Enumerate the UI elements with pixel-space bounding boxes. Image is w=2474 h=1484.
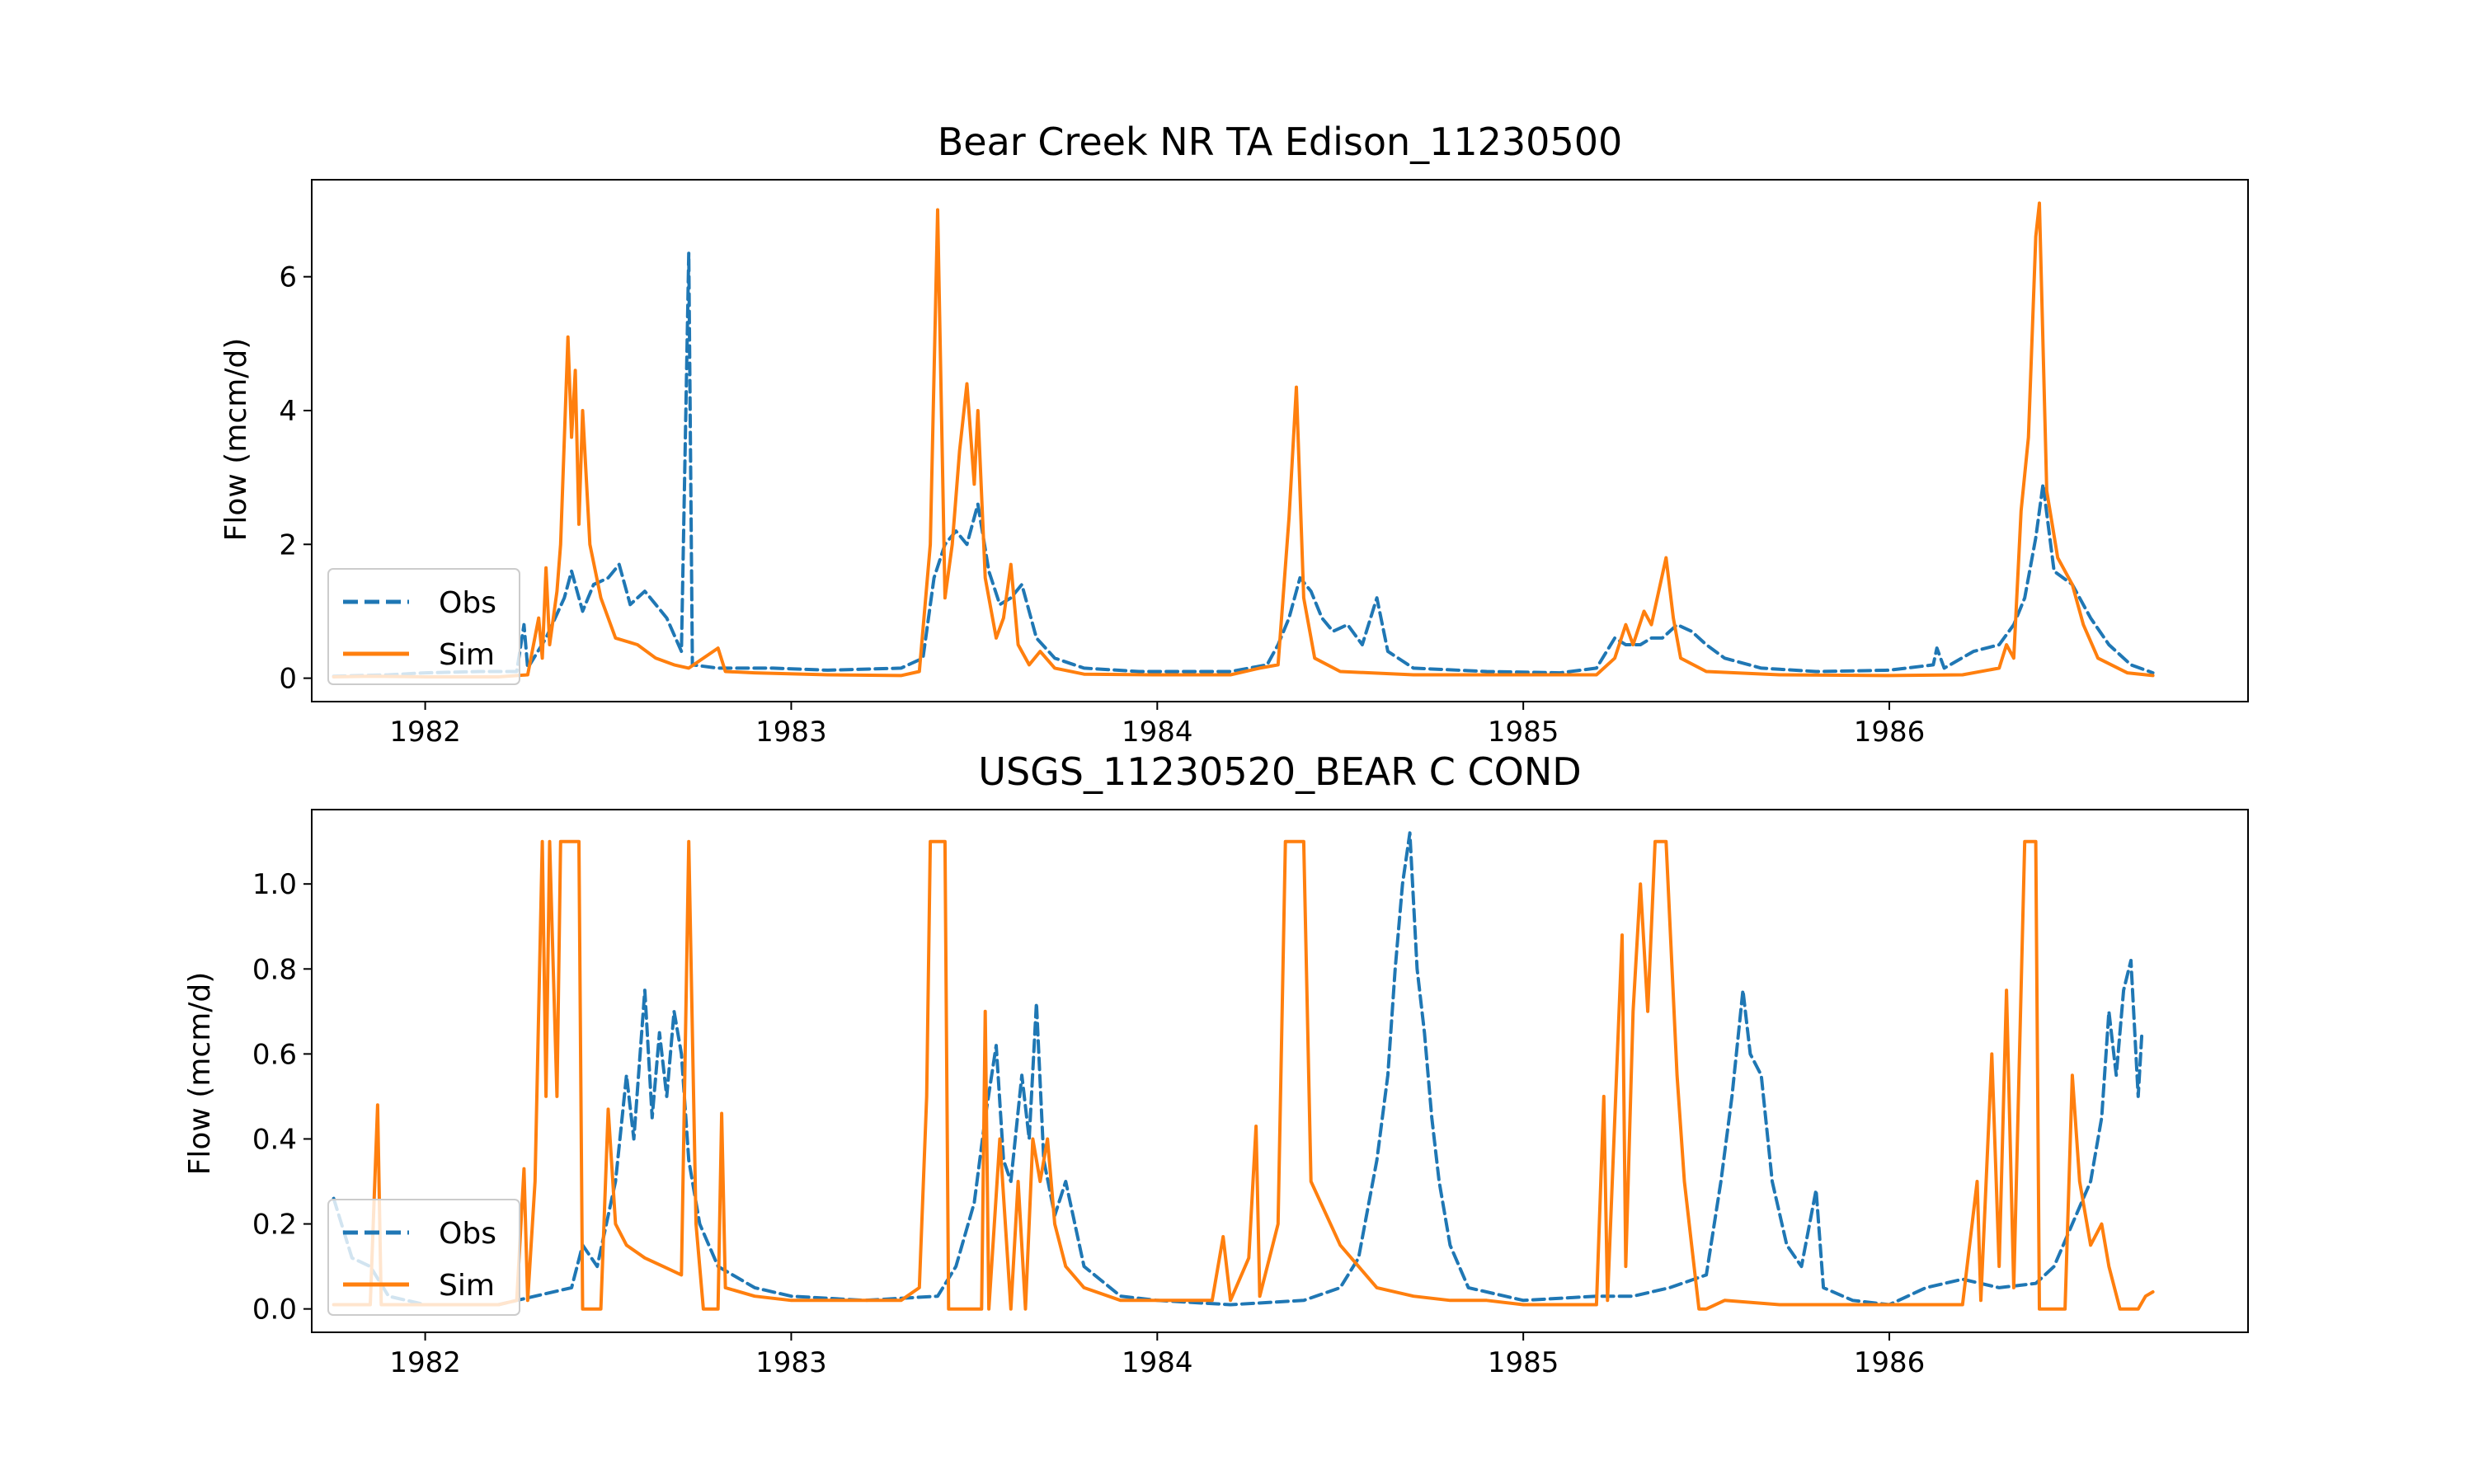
bottom-x-tick-label: 1985 [1488, 1346, 1559, 1379]
bottom-y-tick-label: 0.8 [252, 953, 297, 986]
top-axes-frame [311, 179, 2249, 702]
top-legend: Obs Sim [327, 568, 520, 685]
top-y-tick-label: 6 [279, 261, 297, 294]
bottom-chart: USGS_11230520_BEAR C COND Flow (mcm/d) 1… [183, 749, 2249, 1379]
bottom-x-tick-label: 1983 [755, 1346, 827, 1379]
top-x-tick-label: 1982 [389, 716, 461, 749]
bottom-legend-obs-label: Obs [439, 1217, 496, 1251]
bottom-series-sim-line [332, 839, 2155, 1311]
top-x-tick-label: 1985 [1488, 716, 1559, 749]
bottom-y-tick-label: 0.2 [252, 1209, 297, 1242]
top-x-tick-label: 1984 [1122, 716, 1193, 749]
bottom-chart-title: USGS_11230520_BEAR C COND [978, 749, 1581, 794]
bottom-legend: Obs Sim [327, 1199, 520, 1316]
bottom-x-tick-label: 1984 [1122, 1346, 1193, 1379]
bottom-plot-area: 1982 1983 1984 1985 1986 0.0 0.2 0.4 0.6 0.8 1.0 [252, 831, 2155, 1379]
top-series-obs-line [332, 251, 2155, 679]
top-plot-area: 1982 1983 1984 1985 1986 0 2 4 6 [279, 201, 2155, 749]
bottom-axes-frame [311, 809, 2249, 1333]
top-y-axis-label: Flow (mcm/d) [219, 338, 253, 542]
bottom-y-tick-label: 0.6 [252, 1038, 297, 1071]
top-y-tick-label: 2 [279, 528, 297, 561]
top-y-tick-label: 0 [279, 663, 297, 696]
top-chart-title: Bear Creek NR TA Edison_11230500 [938, 120, 1623, 164]
bottom-y-tick-label: 0.4 [252, 1123, 297, 1156]
bottom-y-tick-label: 0.0 [252, 1294, 297, 1327]
top-legend-sim-label: Sim [439, 638, 495, 672]
top-x-tick-label: 1986 [1854, 716, 1926, 749]
bottom-y-axis-label: Flow (mcm/d) [183, 972, 217, 1176]
top-y-tick-label: 4 [279, 395, 297, 428]
bottom-x-tick-label: 1982 [389, 1346, 461, 1379]
top-legend-obs-label: Obs [439, 586, 496, 620]
top-chart: Bear Creek NR TA Edison_11230500 Flow (m… [219, 120, 2249, 749]
bottom-y-tick-label: 1.0 [252, 868, 297, 901]
bottom-legend-sim-label: Sim [439, 1269, 495, 1303]
top-series-sim-line [332, 201, 2155, 679]
top-x-tick-label: 1983 [755, 716, 827, 749]
bottom-x-tick-label: 1986 [1854, 1346, 1926, 1379]
